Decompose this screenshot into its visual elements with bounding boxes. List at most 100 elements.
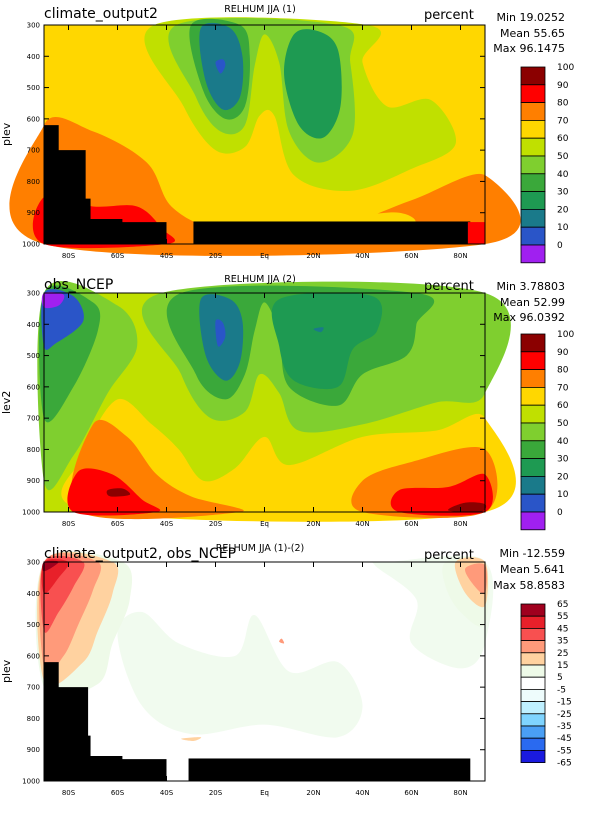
legend-label: 40 xyxy=(557,170,569,180)
stat-min: Min 3.78803 xyxy=(496,280,565,293)
legend-label: 70 xyxy=(557,116,569,126)
y-tick-label: 800 xyxy=(27,178,40,186)
y-tick-label: 900 xyxy=(27,477,40,485)
legend-label: 10 xyxy=(557,490,569,500)
y-tick-label: 300 xyxy=(27,559,40,567)
y-tick-label: 500 xyxy=(27,84,40,92)
x-tick-label: 20S xyxy=(209,520,223,528)
legend-label: 65 xyxy=(557,600,568,610)
legend-label: -55 xyxy=(557,746,572,756)
legend-swatch xyxy=(520,191,546,210)
legend-label: -65 xyxy=(557,759,572,769)
y-axis-label: plev xyxy=(0,122,13,146)
legend-swatch xyxy=(520,676,546,690)
legend-label: -25 xyxy=(557,710,572,720)
legend-swatch xyxy=(520,640,546,654)
legend-swatch xyxy=(520,84,546,104)
x-tick-label: 80S xyxy=(62,789,76,797)
x-tick-label: 80N xyxy=(453,252,467,260)
legend-swatch xyxy=(520,120,546,139)
legend-swatch xyxy=(520,333,546,353)
y-tick-label: 900 xyxy=(27,746,40,754)
chart-panel-1: 80S 60S 40S 20S Eq 20N 40N 60N 80N 300 400 500 600 70… xyxy=(0,0,606,270)
legend-swatch xyxy=(520,458,546,477)
stat-min: Min 19.0252 xyxy=(496,11,565,24)
contour-plot-2: 80S 60S 40S 20S Eq 20N 40N 60N 80N30040050060070… xyxy=(22,281,574,531)
x-tick-label: 80N xyxy=(453,789,467,797)
legend-swatch xyxy=(520,173,546,193)
legend-swatch xyxy=(520,66,546,86)
units-label: percent xyxy=(424,279,474,294)
legend-label: 45 xyxy=(557,624,568,634)
legend-swatch xyxy=(520,137,546,157)
case-label: obs_NCEP xyxy=(44,277,114,293)
y-tick-label: 900 xyxy=(27,209,40,217)
x-tick-label: 20N xyxy=(306,252,320,260)
x-tick-label: 80N xyxy=(453,520,467,528)
legend-swatch xyxy=(520,652,546,666)
y-tick-label: 600 xyxy=(27,115,40,123)
x-tick-label: 60N xyxy=(404,520,418,528)
x-tick-label: 60S xyxy=(111,520,125,528)
plot-title: RELHUM JJA (1)-(2) xyxy=(215,543,305,554)
x-tick-label: 40N xyxy=(355,252,369,260)
legend-label: 40 xyxy=(557,437,569,447)
contour-fill xyxy=(465,563,488,594)
y-tick-label: 1000 xyxy=(22,241,40,249)
y-tick-label: 700 xyxy=(27,684,40,692)
y-tick-label: 800 xyxy=(27,715,40,723)
legend-label: 80 xyxy=(557,99,569,109)
legend-label: 20 xyxy=(557,472,569,482)
legend-label: 35 xyxy=(557,637,568,647)
terrain-mask xyxy=(193,221,471,244)
x-tick-label: 80S xyxy=(62,520,76,528)
legend-swatch xyxy=(520,369,546,388)
legend-label: 0 xyxy=(557,241,563,251)
contour-fill xyxy=(279,638,285,644)
stat-min: Min -12.559 xyxy=(499,547,565,560)
chart-panel-3: 80S 60S 40S 20S Eq 20N 40N 60N 80N 300 400 500 600 70… xyxy=(0,537,606,807)
x-tick-label: Eq xyxy=(260,789,269,797)
x-tick-label: 40N xyxy=(355,789,369,797)
x-tick-label: Eq xyxy=(260,520,269,528)
legend-swatch xyxy=(520,615,546,629)
legend-swatch xyxy=(520,244,546,264)
legend-label: 100 xyxy=(557,330,574,340)
y-tick-label: 400 xyxy=(27,321,40,329)
legend-label: 90 xyxy=(557,81,569,91)
contour-plot-3: 80S 60S 40S 20S Eq 20N 40N 60N 80N 300 400 500 600 70… xyxy=(22,551,572,797)
legend-swatch xyxy=(520,387,546,406)
x-tick-label: 60S xyxy=(111,252,125,260)
legend-label: 100 xyxy=(557,63,574,73)
y-tick-label: 600 xyxy=(27,652,40,660)
contour-plot-1: 80S 60S 40S 20S Eq 20N 40N 60N 80N30040050060070… xyxy=(9,17,574,264)
legend-label: -45 xyxy=(557,734,572,744)
stat-mean: Mean 52.99 xyxy=(500,296,565,309)
x-tick-label: 20N xyxy=(306,520,320,528)
y-tick-label: 1000 xyxy=(22,509,40,517)
x-tick-label: 60N xyxy=(404,252,418,260)
legend-swatch xyxy=(520,749,546,763)
legend-label: 70 xyxy=(557,383,569,393)
legend-swatch xyxy=(520,725,546,739)
plot-title: RELHUM JJA (2) xyxy=(224,274,296,285)
x-tick-label: 20S xyxy=(209,252,223,260)
x-tick-label: 20S xyxy=(209,789,223,797)
contour-fill xyxy=(284,29,342,139)
legend-swatch xyxy=(520,628,546,642)
legend-swatch xyxy=(520,511,546,531)
case-label: climate_output2, obs_NCEP xyxy=(44,546,237,562)
y-tick-label: 300 xyxy=(27,290,40,298)
legend-swatch xyxy=(520,713,546,727)
units-label: percent xyxy=(424,548,474,563)
stat-max: Max 96.1475 xyxy=(493,42,565,55)
terrain-mask xyxy=(44,662,167,781)
legend-swatch xyxy=(520,404,546,424)
chart-panel-2: 80S 60S 40S 20S Eq 20N 40N 60N 80N 300 400 500 600 70… xyxy=(0,268,606,538)
contour-fill xyxy=(181,737,202,741)
legend-label: 80 xyxy=(557,366,569,376)
y-tick-label: 600 xyxy=(27,383,40,391)
x-tick-label: 40N xyxy=(355,520,369,528)
y-tick-label: 700 xyxy=(27,147,40,155)
x-tick-label: Eq xyxy=(260,252,269,260)
